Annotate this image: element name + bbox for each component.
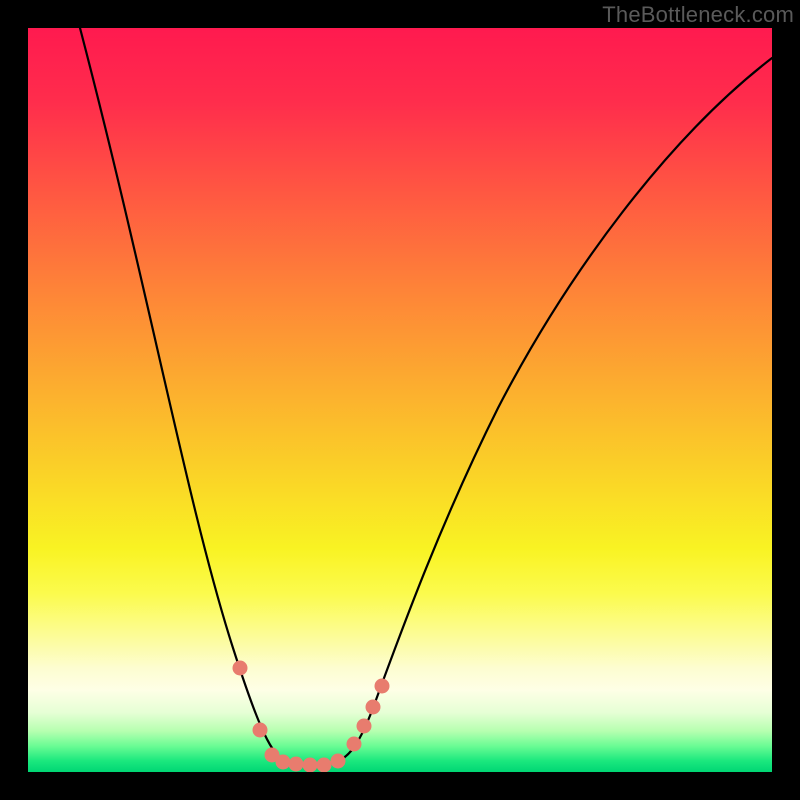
marker-point: [233, 661, 248, 676]
marker-point: [347, 737, 362, 752]
marker-point: [289, 757, 304, 772]
chart-plot-area: [28, 28, 772, 772]
marker-point: [303, 758, 318, 773]
marker-point: [357, 719, 372, 734]
chart-background: [28, 28, 772, 772]
marker-point: [276, 755, 291, 770]
watermark-label: TheBottleneck.com: [602, 2, 794, 27]
marker-point: [317, 758, 332, 773]
marker-point: [331, 754, 346, 769]
marker-point: [253, 723, 268, 738]
marker-point: [375, 679, 390, 694]
watermark-text: TheBottleneck.com: [602, 2, 794, 28]
marker-point: [366, 700, 381, 715]
chart-svg: [28, 28, 772, 772]
